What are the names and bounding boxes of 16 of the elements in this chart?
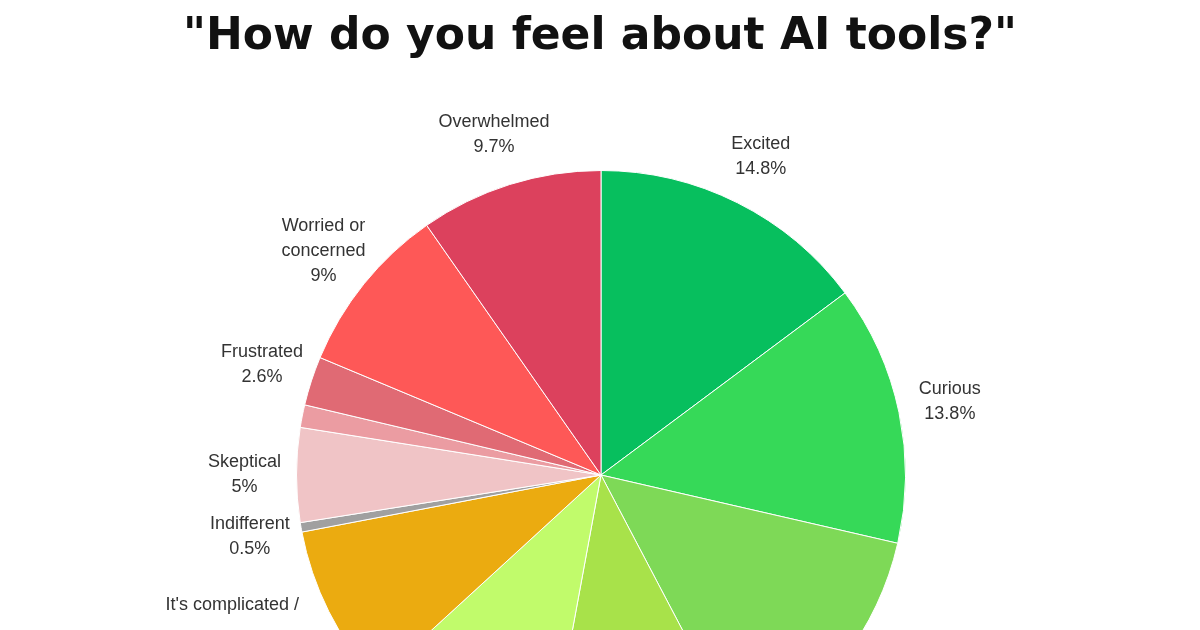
slice-label: Indifferent xyxy=(209,512,290,533)
slice-label: It's complicated / xyxy=(165,594,300,615)
data-label: 2.6% xyxy=(241,366,283,387)
data-label: 9.7% xyxy=(473,136,515,157)
data-label: 13.8% xyxy=(924,403,976,424)
data-label: 14.8% xyxy=(735,157,787,178)
slice-label: Curious xyxy=(918,378,981,399)
data-label: 5% xyxy=(231,476,258,497)
slice-label: Overwhelmed xyxy=(438,111,550,132)
slice-label: Skeptical xyxy=(207,451,282,472)
slice-label: Worried or concerned xyxy=(281,215,366,261)
chart-title: "How do you feel about AI tools?" xyxy=(182,8,1018,59)
data-label: 9% xyxy=(310,265,337,286)
data-label: 0.5% xyxy=(229,537,271,558)
slice-label: Frustrated xyxy=(220,341,303,362)
slice-label: Excited xyxy=(731,132,791,153)
